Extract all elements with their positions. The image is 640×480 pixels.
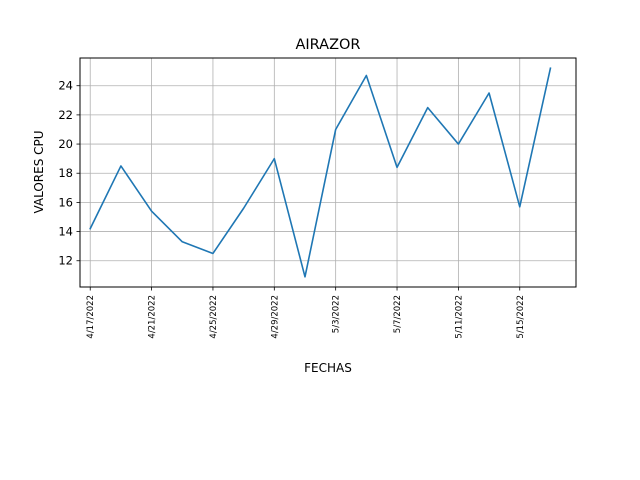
y-tick-label: 24 — [58, 79, 73, 93]
series-layer — [89, 67, 552, 278]
x-tick-label: 5/15/2022 — [516, 295, 526, 339]
grid — [80, 58, 576, 287]
y-tick-label: 18 — [58, 166, 73, 180]
y-tick-label: 14 — [58, 225, 73, 239]
y-axis-label: VALORES CPU — [32, 130, 46, 213]
x-tick-label: 5/3/2022 — [332, 295, 342, 333]
y-tick-label: 20 — [58, 137, 73, 151]
y-tick-label: 16 — [58, 195, 73, 209]
y-tick-label: 22 — [58, 108, 73, 122]
x-axis-label: FECHAS — [304, 361, 352, 375]
y-tick-label: 12 — [58, 254, 73, 268]
x-tick-label: 4/17/2022 — [86, 295, 96, 339]
x-tick-label: 5/11/2022 — [454, 295, 464, 339]
x-tick-label: 4/21/2022 — [148, 295, 158, 339]
chart-title: AIRAZOR — [295, 37, 360, 53]
x-tick-label: 4/25/2022 — [209, 295, 219, 339]
series-line — [89, 67, 552, 278]
x-tick-label: 5/7/2022 — [393, 295, 403, 333]
x-tick-label: 4/29/2022 — [270, 295, 280, 339]
plot-frame — [79, 57, 577, 288]
ticks: 4/17/2022 4/21/2022 4/25/2022 4/29/2022 5/3/… — [58, 79, 525, 339]
